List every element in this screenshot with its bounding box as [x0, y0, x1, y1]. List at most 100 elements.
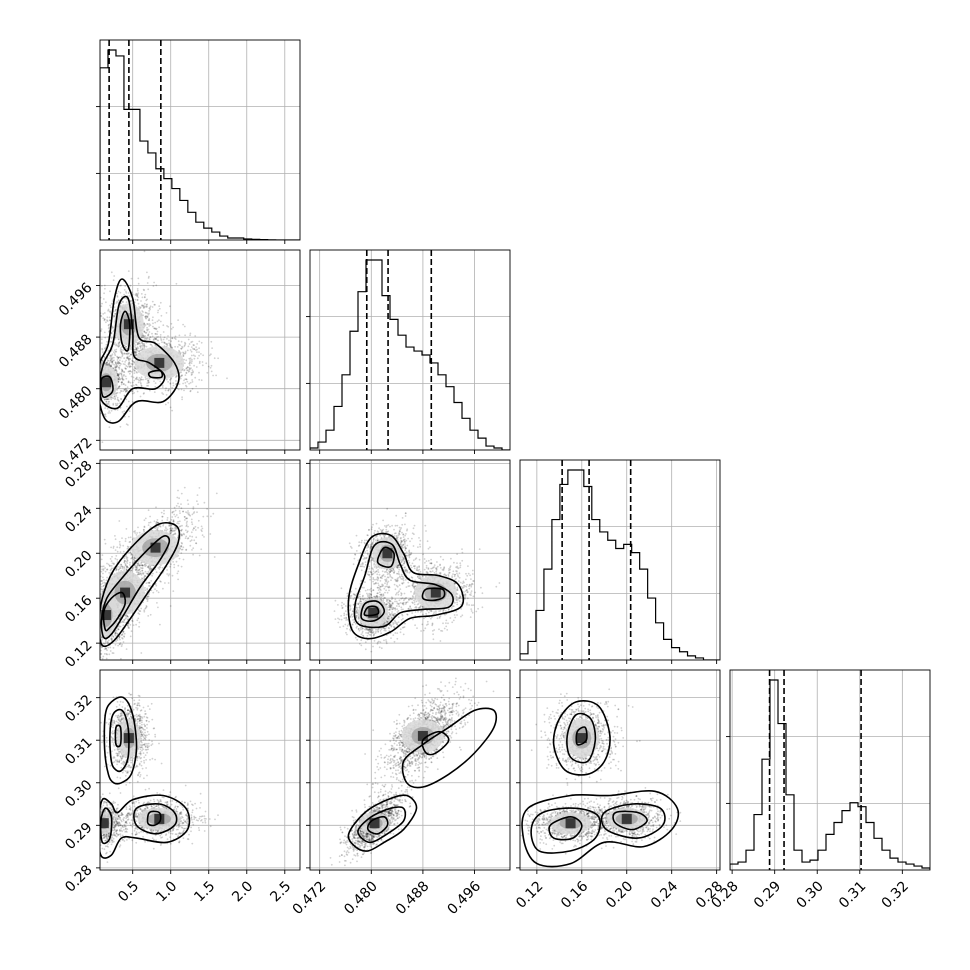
sample-point	[114, 402, 117, 405]
sample-point	[144, 565, 147, 568]
sample-point	[114, 631, 117, 634]
sample-point	[419, 570, 422, 573]
sample-point	[137, 296, 140, 299]
sample-point	[119, 284, 121, 287]
sample-point	[169, 406, 172, 409]
sample-point	[181, 345, 183, 348]
sample-point	[419, 611, 422, 613]
sample-point	[180, 565, 183, 568]
sample-point	[139, 342, 142, 345]
sample-point	[130, 569, 133, 571]
sample-point	[104, 287, 106, 290]
sample-point	[119, 625, 122, 628]
sample-point	[119, 638, 121, 641]
sample-point	[148, 275, 150, 278]
sample-point	[431, 623, 434, 626]
sample-point	[143, 325, 146, 328]
sample-point	[113, 395, 116, 398]
sample-point	[115, 363, 118, 366]
sample-point	[145, 606, 147, 609]
sample-point	[104, 582, 107, 584]
sample-point	[188, 361, 191, 364]
sample-point	[193, 344, 195, 347]
sample-point	[124, 391, 127, 393]
sample-point	[374, 536, 377, 538]
sample-point	[122, 566, 124, 568]
sample-point	[115, 569, 117, 572]
sample-point	[142, 334, 145, 336]
sample-point	[178, 343, 180, 346]
sample-point	[104, 647, 107, 650]
sample-point	[115, 568, 118, 571]
sample-point	[164, 582, 166, 584]
sample-point	[122, 550, 125, 553]
sample-point	[148, 317, 151, 320]
sample-point	[101, 347, 103, 350]
sample-point	[143, 296, 146, 299]
sample-point	[200, 548, 203, 551]
sample-point	[172, 382, 175, 384]
sample-point	[148, 323, 151, 325]
sample-point	[105, 363, 108, 365]
sample-point	[126, 405, 128, 408]
sample-point	[180, 548, 183, 551]
sample-point	[200, 529, 203, 531]
sample-point	[143, 289, 146, 292]
sample-point	[125, 555, 128, 558]
sample-point	[149, 565, 152, 567]
sample-point	[130, 365, 132, 368]
sample-point	[182, 532, 185, 535]
panel-frame	[99, 249, 301, 451]
sample-point	[135, 350, 138, 353]
sample-point	[130, 353, 133, 356]
sample-point	[149, 336, 152, 338]
sample-point	[111, 363, 114, 365]
sample-point	[120, 381, 123, 384]
sample-point	[108, 310, 111, 313]
sample-point	[135, 348, 138, 351]
sample-point	[419, 545, 422, 548]
sample-point	[167, 574, 170, 577]
sample-point	[375, 595, 378, 598]
sample-point	[104, 542, 107, 545]
sample-point	[172, 520, 175, 523]
sample-point	[185, 384, 187, 387]
sample-point	[174, 515, 177, 518]
sample-point	[407, 581, 410, 584]
sample-point	[180, 529, 183, 532]
sample-point	[104, 415, 107, 418]
sample-point	[135, 348, 138, 350]
sample-point	[126, 390, 129, 392]
sample-point	[121, 300, 124, 303]
sample-point	[402, 581, 405, 584]
sample-point	[179, 512, 181, 514]
sample-point	[174, 526, 177, 529]
sample-point	[137, 563, 140, 565]
sample-point	[184, 334, 187, 337]
sample-point	[144, 311, 147, 314]
sample-point	[111, 360, 114, 363]
sample-point	[189, 364, 191, 367]
sample-point	[181, 524, 183, 527]
sample-point	[120, 398, 123, 400]
sample-point	[133, 350, 136, 353]
sample-point	[182, 323, 185, 326]
sample-point	[171, 574, 174, 577]
sample-point	[180, 340, 183, 343]
sample-point	[100, 558, 103, 561]
panel-0-0	[96, 39, 301, 244]
sample-point	[194, 525, 197, 528]
sample-point	[403, 592, 406, 595]
sample-point	[198, 360, 201, 363]
sample-point	[111, 357, 113, 360]
sample-point	[119, 425, 122, 428]
sample-point	[114, 310, 117, 312]
sample-point	[109, 357, 111, 360]
sample-point	[111, 562, 114, 565]
sample-point	[100, 636, 103, 639]
sample-point	[159, 580, 162, 582]
sample-point	[142, 334, 145, 337]
sample-point	[100, 570, 103, 573]
sample-point	[141, 304, 144, 307]
sample-point	[154, 321, 157, 324]
